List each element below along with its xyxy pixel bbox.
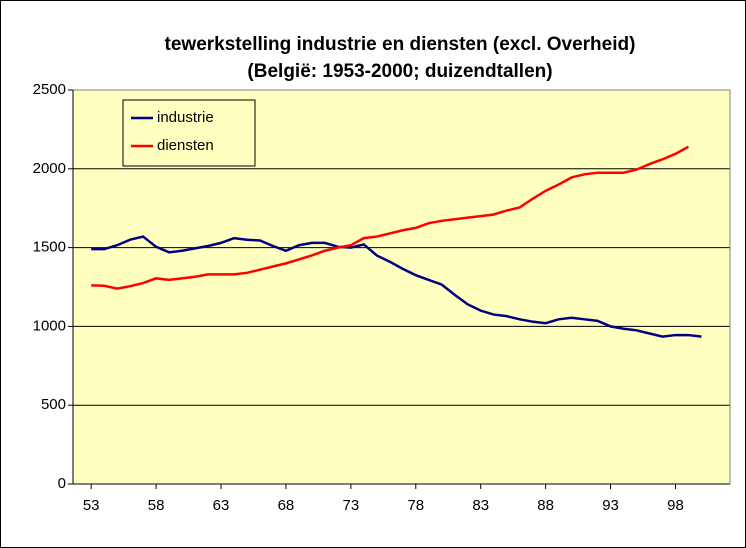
x-tick-label: 98 — [667, 497, 684, 514]
x-tick-label: 78 — [407, 497, 424, 514]
series-line — [91, 145, 690, 290]
y-tick-label: 1000 — [33, 317, 66, 334]
y-tick-label: 2000 — [33, 160, 66, 177]
series-line — [91, 235, 702, 338]
y-tick-label: 500 — [41, 396, 66, 413]
legend-label: industrie — [157, 109, 214, 126]
y-tick-label: 0 — [58, 475, 66, 492]
legend — [122, 99, 256, 167]
x-tick-label: 63 — [213, 497, 230, 514]
x-tick-label: 73 — [343, 497, 360, 514]
x-tick-label: 83 — [472, 497, 489, 514]
x-tick-label: 58 — [148, 497, 165, 514]
legend-label: diensten — [157, 137, 214, 154]
y-tick-label: 2500 — [33, 81, 66, 98]
chart-title: tewerkstelling industrie en diensten (ex… — [165, 34, 636, 55]
chart-subtitle: (België: 1953-2000; duizendtallen) — [247, 61, 552, 82]
x-tick-label: 88 — [537, 497, 554, 514]
x-tick-label: 93 — [602, 497, 619, 514]
y-tick-label: 1500 — [33, 239, 66, 256]
x-tick-label: 68 — [278, 497, 295, 514]
x-tick-label: 53 — [83, 497, 100, 514]
